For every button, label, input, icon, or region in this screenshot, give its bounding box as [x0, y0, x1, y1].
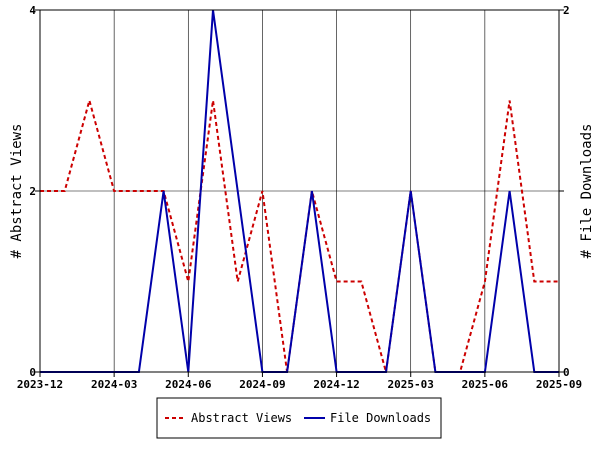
- x-tick-label: 2024-09: [239, 378, 285, 391]
- legend: Abstract Views File Downloads: [156, 397, 442, 439]
- axes: 2023-12 2024-03 2024-06 2024-09 2024-12 2025-…: [17, 4, 582, 391]
- legend-label-abstract-views: Abstract Views: [191, 411, 292, 425]
- y-tick-label-left: 2: [29, 185, 36, 198]
- y-tick-label-right: 0: [563, 366, 570, 379]
- x-tick-label: 2024-12: [313, 378, 359, 391]
- y-tick-label-left: 4: [29, 4, 36, 17]
- x-tick-label: 2023-12: [17, 378, 63, 391]
- x-tick-label: 2024-03: [91, 378, 137, 391]
- series-line-abstract-views: [40, 96, 559, 373]
- y-tick-label-left: 0: [29, 366, 36, 379]
- x-tick-label: 2024-06: [165, 378, 212, 391]
- x-tick-label: 2025-06: [462, 378, 509, 391]
- y-axis-title-right: # File Downloads: [579, 124, 595, 259]
- x-tick-label: 2025-03: [388, 378, 434, 391]
- y-axis-title-left: # Abstract Views: [9, 124, 25, 259]
- x-tick-label: 2025-09: [536, 378, 582, 391]
- legend-label-file-downloads: File Downloads: [330, 411, 431, 425]
- y-tick-label-right: 2: [563, 4, 570, 17]
- legend-box: [156, 397, 442, 439]
- grid: [39, 9, 560, 373]
